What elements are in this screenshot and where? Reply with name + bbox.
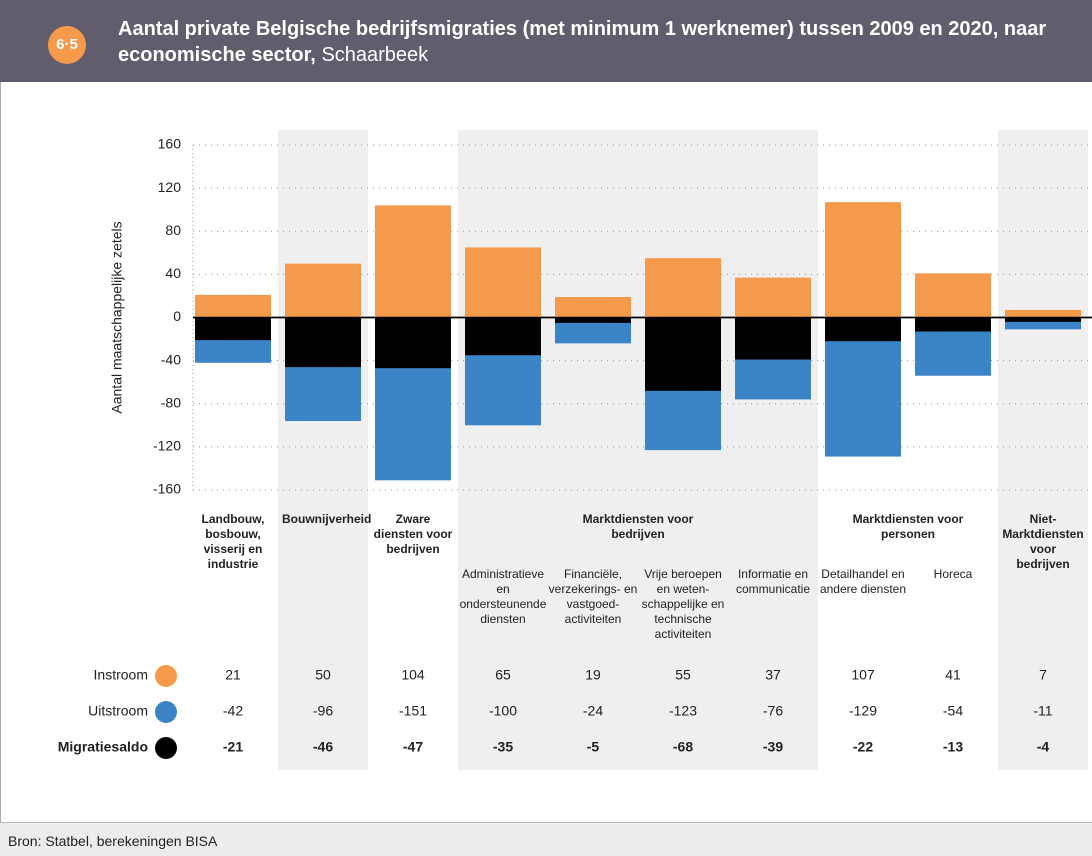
figure-number: 6·5 [48,26,86,64]
group-shade [278,130,368,770]
y-tick-label: -40 [161,351,181,367]
value-label: -76 [763,703,783,719]
group-label: Landbouw, bosbouw, visserij en industrie [201,512,265,571]
bar [195,317,271,341]
y-tick-label: 0 [173,308,181,324]
legend-label: Instroom [94,667,148,683]
value-label: -151 [399,703,427,719]
value-label: -22 [853,739,873,755]
legend-swatch [155,737,177,759]
source: Bron: Statbel, berekeningen BISA [8,833,218,849]
chart-title: Aantal private Belgische bedrijfsmigrati… [118,18,1047,66]
value-label: -11 [1033,703,1052,719]
value-label: -24 [583,703,603,719]
bar [1005,317,1081,330]
value-label: -39 [763,739,783,755]
y-axis-label: Aantal maatschappelijke zetels [109,221,125,413]
x-tick-label: Informatie en communicatie [735,567,811,596]
bar [465,317,541,356]
bar [465,247,541,318]
y-tick-label: 120 [158,179,182,195]
value-label: -21 [223,739,243,755]
title: Aantal private Belgische bedrijfsmigrati… [118,16,1092,68]
value-label: -47 [403,739,423,755]
legend-swatch [155,665,177,687]
y-tick-label: 40 [165,265,181,281]
bar [915,317,991,332]
value-label: -96 [313,703,333,719]
value-label: 55 [675,667,691,683]
group-label: Bouwnijverheid [282,512,372,526]
bar [1005,317,1081,322]
bar [825,202,901,318]
value-label: -42 [223,703,243,719]
bar [285,317,361,368]
value-label: 7 [1039,667,1047,683]
y-tick-label: 160 [158,136,182,152]
legend-label: Uitstroom [88,703,148,719]
value-label: -46 [313,739,333,755]
bar [555,317,631,323]
value-label: -4 [1037,739,1050,755]
x-tick-label: Vrije beroepen en weten-schappelijke en … [641,567,725,641]
bar [555,297,631,318]
value-label: -129 [849,703,877,719]
x-tick-label: Financiële, verzekerings- en vastgoed-ac… [548,567,638,626]
x-tick-label: Administratieve en ondersteunende dienst… [459,567,547,626]
value-label: -100 [489,703,517,719]
y-tick-label: 80 [165,222,181,238]
legend-label: Migratiesaldo [58,739,148,755]
bar [1005,309,1081,318]
legend-swatch [155,701,177,723]
group-label: Niet-Marktdiensten voor bedrijven [1002,512,1084,571]
bar [735,317,811,360]
bar [735,277,811,318]
value-label: -35 [493,739,513,755]
frame [0,82,1091,822]
value-label: -5 [587,739,600,755]
value-label: 65 [495,667,511,683]
group-shade [998,130,1088,770]
group-shade [458,130,818,770]
bar [645,317,721,391]
bar [375,317,451,369]
group-label: Zware diensten voor bedrijven [373,512,453,556]
group-label: Marktdiensten voor personen [852,512,964,541]
y-tick-label: -80 [161,394,181,410]
value-label: 37 [765,667,781,683]
y-tick-label: -120 [153,438,181,454]
bar [285,263,361,318]
x-tick-label: Horeca [933,567,973,581]
bar [375,205,451,318]
value-label: -68 [673,739,693,755]
group-label: Marktdiensten voor bedrijven [582,512,694,541]
value-label: -123 [669,703,697,719]
value-label: -13 [943,739,963,755]
y-tick-label: -160 [153,481,181,497]
x-tick-label: Detailhandel en andere diensten [819,567,907,596]
footer: Bron: Statbel, berekeningen BISA [0,822,1092,856]
value-label: -54 [943,703,963,719]
value-label: 19 [585,667,601,683]
bar [195,294,271,318]
header: 6·5 Aantal private Belgische bedrijfsmig… [0,0,1092,82]
bar [645,258,721,318]
subtitle: Schaarbeek [321,44,429,66]
bar [915,273,991,318]
bar [825,317,901,342]
value-label: 107 [851,667,875,683]
value-label: 104 [401,667,425,683]
value-label: 21 [225,667,241,683]
value-label: 41 [945,667,961,683]
value-label: 50 [315,667,331,683]
